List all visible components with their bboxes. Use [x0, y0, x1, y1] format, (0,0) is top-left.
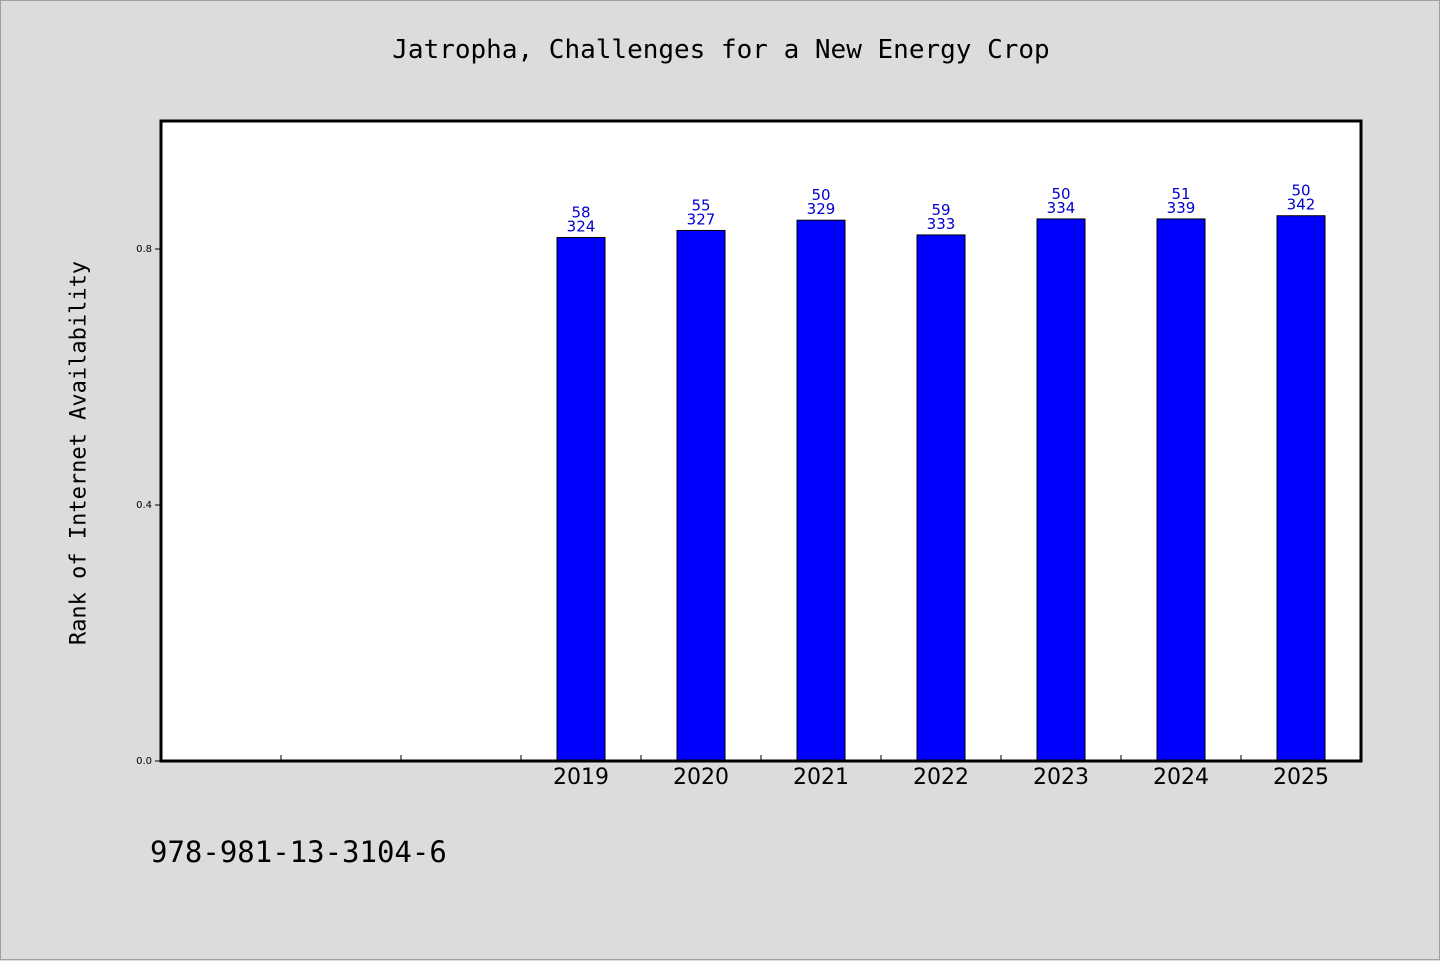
isbn-label: 978-981-13-3104-6	[150, 835, 447, 869]
data-label-top: 50	[1291, 182, 1310, 200]
data-label-bottom: 327	[687, 210, 716, 228]
bar	[1036, 218, 1086, 762]
bar	[556, 236, 606, 762]
bar	[1276, 215, 1326, 762]
data-label-bottom: 339	[1167, 199, 1196, 217]
y-tick-label: 0.0	[136, 756, 152, 767]
data-label-bottom: 342	[1287, 196, 1316, 214]
bar	[676, 229, 726, 762]
x-tick-label: 2024	[1153, 765, 1209, 790]
data-label-bottom: 329	[807, 200, 836, 218]
data-label-bottom: 333	[927, 215, 956, 233]
data-label-top: 50	[811, 186, 830, 204]
y-tick-label: 0.8	[136, 244, 152, 255]
data-label-bottom: 334	[1047, 199, 1076, 217]
chart-title: Jatropha, Challenges for a New Energy Cr…	[392, 35, 1050, 65]
x-tick-label: 2025	[1273, 765, 1329, 790]
bar	[796, 219, 846, 762]
x-tick-label: 2021	[793, 765, 849, 790]
data-label-bottom: 324	[567, 217, 596, 235]
data-label-top: 50	[1051, 185, 1070, 203]
y-tick-label: 0.4	[136, 500, 152, 511]
x-tick-label: 2019	[553, 765, 609, 790]
data-label-top: 59	[931, 201, 950, 219]
bar	[1156, 218, 1206, 762]
x-tick-label: 2023	[1033, 765, 1089, 790]
data-label-top: 51	[1171, 185, 1190, 203]
x-tick-label: 2020	[673, 765, 729, 790]
x-tick-label: 2022	[913, 765, 969, 790]
data-label-top: 58	[571, 203, 590, 221]
data-label-top: 55	[691, 196, 710, 214]
plot-border	[159, 119, 1363, 763]
bar	[916, 234, 966, 762]
